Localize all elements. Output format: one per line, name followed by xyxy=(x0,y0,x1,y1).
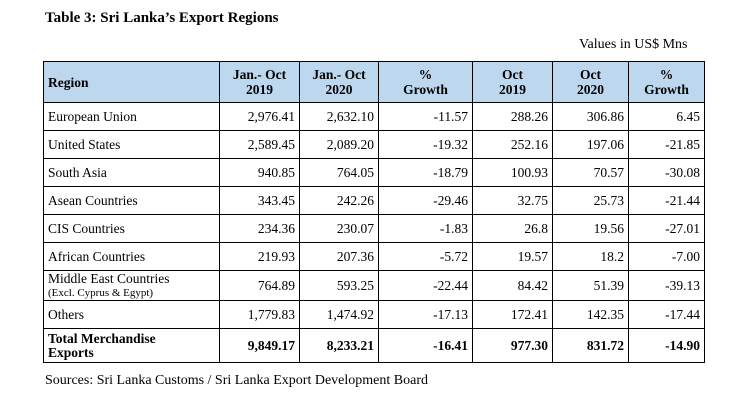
cell-growth-oct: -21.85 xyxy=(628,130,705,159)
cell-jan-oct-2020: 207.36 xyxy=(299,242,379,271)
cell-oct-2019: 252.16 xyxy=(472,130,553,159)
cell-oct-2020: 51.39 xyxy=(552,270,629,301)
export-regions-table: Region Jan.- Oct 2019 Jan.- Oct 2020 % Grow… xyxy=(43,61,705,363)
header-oct-2019: Oct 2019 xyxy=(472,61,553,103)
header-oct-2020: Oct 2020 xyxy=(552,61,629,103)
cell-jan-oct-2019: 2,976.41 xyxy=(219,102,300,131)
cell-growth-oct: -17.44 xyxy=(628,300,705,329)
cell-jan-oct-2020: 242.26 xyxy=(299,186,379,215)
region-name: Others xyxy=(43,300,220,329)
total-jan-oct-2019: 9,849.17 xyxy=(219,328,300,363)
region-name: Asean Countries xyxy=(43,186,220,215)
table-row: South Asia 940.85 764.05 -18.79 100.93 70.57-… xyxy=(43,158,705,187)
cell-jan-oct-2020: 230.07 xyxy=(299,214,379,243)
header-growth-ytd: % Growth xyxy=(378,61,473,103)
header-jan-oct-2020: Jan.- Oct 2020 xyxy=(299,61,379,103)
cell-jan-oct-2019: 1,779.83 xyxy=(219,300,300,329)
total-growth-ytd: -16.41 xyxy=(378,328,473,363)
cell-growth-oct: -21.44 xyxy=(628,186,705,215)
total-label: Total Merchandise Exports xyxy=(43,328,220,363)
region-name: CIS Countries xyxy=(43,214,220,243)
cell-oct-2019: 288.26 xyxy=(472,102,553,131)
total-row: Total Merchandise Exports 9,849.17 8,233.… xyxy=(43,328,705,363)
cell-oct-2019: 84.42 xyxy=(472,270,553,301)
region-name: South Asia xyxy=(43,158,220,187)
cell-oct-2019: 172.41 xyxy=(472,300,553,329)
header-row: Region Jan.- Oct 2019 Jan.- Oct 2020 % Grow… xyxy=(43,61,705,103)
units-note: Values in US$ Mns xyxy=(579,37,688,52)
cell-oct-2020: 19.56 xyxy=(552,214,629,243)
table-row: African Countries 219.93 207.36 -5.72 19.57 1… xyxy=(43,242,705,271)
cell-oct-2020: 18.2 xyxy=(552,242,629,271)
cell-jan-oct-2019: 2,589.45 xyxy=(219,130,300,159)
cell-oct-2019: 19.57 xyxy=(472,242,553,271)
cell-jan-oct-2020: 764.05 xyxy=(299,158,379,187)
cell-oct-2020: 306.86 xyxy=(552,102,629,131)
cell-jan-oct-2020: 593.25 xyxy=(299,270,379,301)
region-name: European Union xyxy=(43,102,220,131)
cell-growth-ytd: -29.46 xyxy=(378,186,473,215)
cell-oct-2020: 70.57 xyxy=(552,158,629,187)
cell-jan-oct-2019: 343.45 xyxy=(219,186,300,215)
cell-growth-oct: -27.01 xyxy=(628,214,705,243)
header-growth-oct: % Growth xyxy=(628,61,705,103)
header-region: Region xyxy=(43,61,220,103)
table-row: Asean Countries 343.45 242.26 -29.46 32.75 25… xyxy=(43,186,705,215)
region-name: United States xyxy=(43,130,220,159)
cell-jan-oct-2020: 2,089.20 xyxy=(299,130,379,159)
table-title: Table 3: Sri Lanka’s Export Regions xyxy=(45,10,279,26)
total-oct-2019: 977.30 xyxy=(472,328,553,363)
cell-jan-oct-2019: 234.36 xyxy=(219,214,300,243)
cell-growth-oct: -30.08 xyxy=(628,158,705,187)
total-growth-oct: -14.90 xyxy=(628,328,705,363)
cell-growth-oct: 6.45 xyxy=(628,102,705,131)
table-row: CIS Countries 234.36 230.07 -1.83 26.8 19.56-… xyxy=(43,214,705,243)
source-note: Sources: Sri Lanka Customs / Sri Lanka E… xyxy=(45,373,428,388)
region-name: Middle East Countries (Excl. Cyprus & Egy… xyxy=(43,270,220,301)
cell-jan-oct-2019: 940.85 xyxy=(219,158,300,187)
table-row: Middle East Countries (Excl. Cyprus & Egy… xyxy=(43,270,705,301)
cell-growth-ytd: -11.57 xyxy=(378,102,473,131)
table-body: European Union 2,976.41 2,632.10 -11.57 288.… xyxy=(43,102,705,363)
cell-jan-oct-2019: 219.93 xyxy=(219,242,300,271)
cell-growth-oct: -39.13 xyxy=(628,270,705,301)
cell-growth-ytd: -18.79 xyxy=(378,158,473,187)
cell-oct-2019: 100.93 xyxy=(472,158,553,187)
region-name: African Countries xyxy=(43,242,220,271)
table-row: Others 1,779.83 1,474.92 -17.13 172.41 142.35… xyxy=(43,300,705,329)
cell-growth-ytd: -17.13 xyxy=(378,300,473,329)
cell-growth-ytd: -1.83 xyxy=(378,214,473,243)
cell-oct-2019: 26.8 xyxy=(472,214,553,243)
cell-growth-ytd: -19.32 xyxy=(378,130,473,159)
total-jan-oct-2020: 8,233.21 xyxy=(299,328,379,363)
cell-growth-ytd: -5.72 xyxy=(378,242,473,271)
cell-oct-2020: 197.06 xyxy=(552,130,629,159)
cell-oct-2020: 142.35 xyxy=(552,300,629,329)
cell-growth-ytd: -22.44 xyxy=(378,270,473,301)
table-row: European Union 2,976.41 2,632.10 -11.57 288.… xyxy=(43,102,705,131)
table-row: United States 2,589.45 2,089.20 -19.32 252.1… xyxy=(43,130,705,159)
header-jan-oct-2019: Jan.- Oct 2019 xyxy=(219,61,300,103)
cell-jan-oct-2019: 764.89 xyxy=(219,270,300,301)
total-oct-2020: 831.72 xyxy=(552,328,629,363)
cell-oct-2020: 25.73 xyxy=(552,186,629,215)
cell-growth-oct: -7.00 xyxy=(628,242,705,271)
cell-jan-oct-2020: 1,474.92 xyxy=(299,300,379,329)
cell-jan-oct-2020: 2,632.10 xyxy=(299,102,379,131)
cell-oct-2019: 32.75 xyxy=(472,186,553,215)
